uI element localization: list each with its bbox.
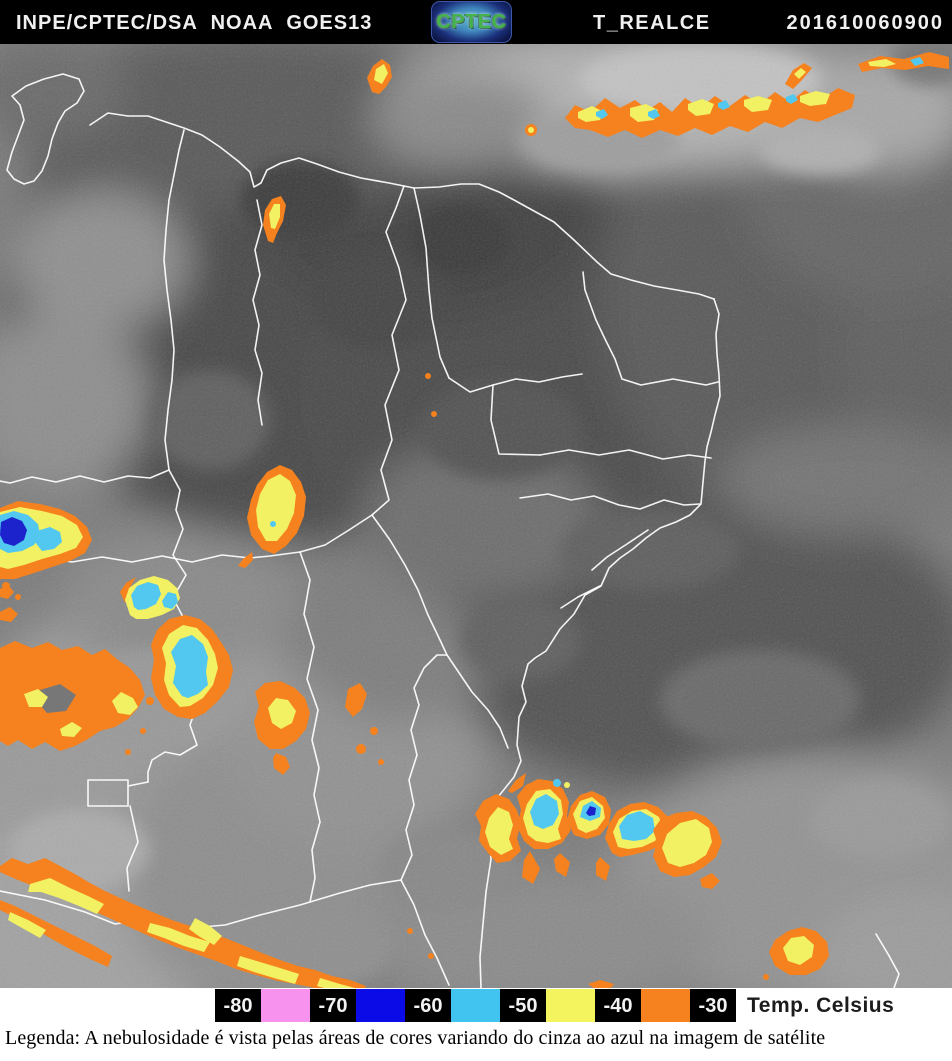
legend-label: -70 [310, 989, 356, 1022]
legend-swatch-orange [641, 989, 690, 1022]
source-title: INPE/CPTEC/DSA NOAA GOES13 [16, 12, 373, 34]
storm-yellow-blob [238, 465, 306, 568]
state-box [87, 779, 129, 807]
coastline-east [479, 298, 721, 988]
storm-cyan-spot [120, 576, 180, 619]
peninsula-outline [6, 73, 85, 185]
orange-field-west [0, 585, 154, 755]
convective-band-top [525, 52, 949, 138]
legend-swatch-blue [356, 989, 405, 1022]
legend-label: -40 [595, 989, 641, 1022]
border-pe-al [519, 493, 701, 510]
border-ce-west [413, 187, 450, 379]
border-guyana [252, 199, 263, 426]
legend-label: -30 [690, 989, 736, 1022]
grain-overlay [0, 44, 952, 988]
enhancement-overlays [0, 52, 949, 988]
cell-north [367, 59, 392, 94]
border-pi-ba-east [446, 654, 509, 749]
legend-swatch-yellow [546, 989, 595, 1022]
storm-bottom-cluster [475, 773, 700, 884]
border-pi-ba [371, 514, 448, 656]
timestamp: 201610060900 [786, 12, 944, 34]
satellite-image [0, 44, 952, 988]
storm-big-cyan [151, 615, 233, 719]
box-link-south [126, 805, 139, 892]
legend-swatch-cyan [451, 989, 500, 1022]
product-name: T_REALCE [593, 12, 711, 34]
cptec-logo-text: CPTEC [436, 11, 507, 33]
storm-small-se [763, 927, 829, 980]
satellite-map [0, 44, 952, 988]
border-pb-west [490, 384, 541, 456]
border-west-vertical [163, 129, 185, 471]
box-link-east [127, 781, 149, 787]
border-se-ba [560, 585, 601, 609]
legend-title: Temp. Celsius [747, 994, 895, 1017]
legend-label: -80 [215, 989, 261, 1022]
border-go-ba-upper [400, 654, 448, 881]
border-al-se [591, 529, 649, 571]
temperature-legend: -80 -70 -60 -50 -40 -30 [215, 989, 736, 1022]
legend-label: -60 [405, 989, 451, 1022]
border-go-ba-lower [400, 879, 450, 986]
border-pb-pe [539, 449, 712, 460]
border-ce-south [448, 373, 583, 393]
storm-east-blob [653, 811, 722, 889]
legend-swatch-pink [261, 989, 310, 1022]
coastline-north [89, 112, 715, 300]
orange-patch-center [254, 373, 437, 775]
cell-center-north [263, 196, 286, 243]
border-to-vertical [299, 551, 321, 903]
border-ma-pi [249, 185, 407, 559]
squall-band-southwest [0, 858, 614, 988]
header-bar: INPE/CPTEC/DSA NOAA GOES13 CPTEC T_REALC… [0, 0, 952, 44]
caption-text: Legenda: A nebulosidade é vista pelas ár… [5, 1027, 826, 1049]
legend-label: -50 [500, 989, 546, 1022]
border-west-horizontal [0, 469, 170, 484]
border-corner-br [875, 933, 900, 988]
cptec-logo: CPTEC [431, 1, 512, 43]
border-rn [582, 271, 719, 386]
